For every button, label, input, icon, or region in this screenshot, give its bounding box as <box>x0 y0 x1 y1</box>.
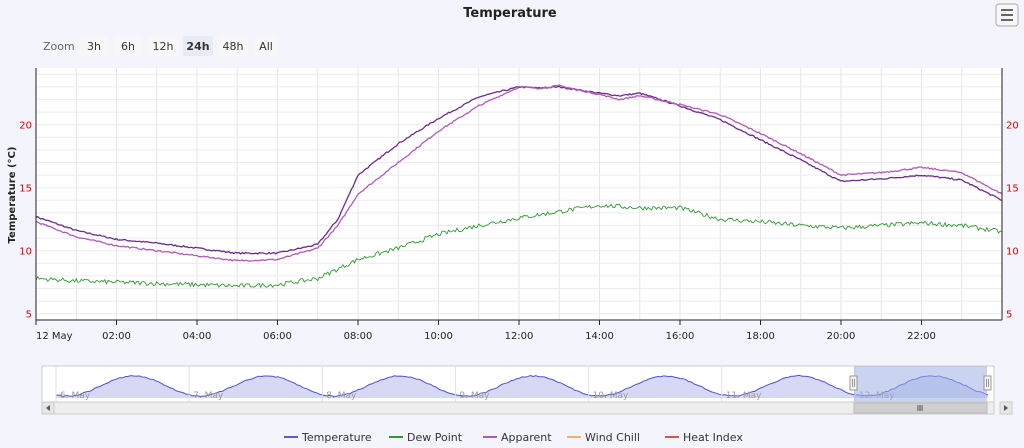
x-tick-label: 22:00 <box>907 331 936 342</box>
y-tick-label-right: 15 <box>1006 184 1019 195</box>
navigator-series-line <box>55 374 989 397</box>
y-axis-title: Temperature (°C) <box>7 147 18 244</box>
legend-label: Apparent <box>501 431 552 444</box>
navigator-day-label: 7. May <box>193 391 224 401</box>
zoom-button-label: 6h <box>121 40 135 53</box>
legend-item-apparent[interactable]: Apparent <box>483 431 552 444</box>
legend-label: Temperature <box>301 431 372 444</box>
legend-label: Dew Point <box>407 431 463 444</box>
legend-item-wind-chill[interactable]: Wind Chill <box>567 431 640 444</box>
y-tick-label-right: 10 <box>1006 247 1019 258</box>
legend-label: Heat Index <box>683 431 743 444</box>
x-tick-label: 08:00 <box>344 331 373 342</box>
x-tick-label: 04:00 <box>183 331 212 342</box>
x-tick-label: 12:00 <box>505 331 534 342</box>
zoom-button-3h[interactable]: 3h <box>80 36 108 56</box>
chevron-right-icon <box>1004 405 1008 411</box>
zoom-button-label: 12h <box>153 40 174 53</box>
y-tick-label-left: 10 <box>19 247 32 258</box>
legend: Temperature Dew Point Apparent Wind Chill He… <box>284 431 743 444</box>
hamburger-menu-icon <box>1001 9 1013 21</box>
x-tick-label: 12 May <box>36 331 73 342</box>
zoom-label: Zoom <box>43 40 75 53</box>
zoom-button-label: 24h <box>186 40 209 53</box>
y-tick-label-left: 5 <box>26 310 32 321</box>
series-line-dew-point <box>35 203 1003 289</box>
zoom-button-all[interactable]: All <box>254 36 278 56</box>
x-tick-labels: 12 May 02:00 04:00 06:00 08:00 10:00 12:00 14:0… <box>35 320 936 342</box>
legend-item-temperature[interactable]: Temperature <box>284 431 372 444</box>
x-tick-label: 18:00 <box>746 331 775 342</box>
menu-button[interactable] <box>995 3 1019 27</box>
navigator-day-label: 9. May <box>459 391 490 401</box>
zoom-button-12h[interactable]: 12h <box>148 36 178 56</box>
zoom-button-label: 48h <box>223 40 244 53</box>
x-tick-label: 14:00 <box>585 331 614 342</box>
navigator-day-label: 11. May <box>726 391 762 401</box>
chevron-left-icon <box>46 405 50 411</box>
series-group <box>35 84 1003 289</box>
plot-area <box>35 68 1003 321</box>
x-tick-label: 06:00 <box>263 331 292 342</box>
legend-item-dew-point[interactable]: Dew Point <box>389 431 463 444</box>
chart-title: Temperature <box>463 6 557 21</box>
zoom-button-24h[interactable]: 24h <box>183 36 213 56</box>
zoom-button-label: All <box>259 40 273 53</box>
zoom-button-6h[interactable]: 6h <box>114 36 142 56</box>
navigator-selection[interactable] <box>854 366 987 402</box>
x-tick-label: 20:00 <box>827 331 856 342</box>
zoom-buttons: 3h 6h 12h 24h 48h All <box>80 36 278 56</box>
navigator-day-label: 6. May <box>60 391 91 401</box>
navigator-scrollbar-track[interactable] <box>41 401 995 415</box>
legend-label: Wind Chill <box>585 431 640 444</box>
scroll-left-button[interactable] <box>41 401 55 415</box>
series-line-apparent <box>35 84 1003 262</box>
legend-item-heat-index[interactable]: Heat Index <box>665 431 743 444</box>
y-tick-label-left: 20 <box>19 121 32 132</box>
scroll-right-button[interactable] <box>999 401 1013 415</box>
grip-icon <box>917 405 923 411</box>
zoom-button-48h[interactable]: 48h <box>218 36 248 56</box>
x-tick-label: 10:00 <box>424 331 453 342</box>
y-tick-labels: 5 5 10 10 15 15 20 20 <box>19 121 1018 321</box>
y-tick-label-right: 5 <box>1006 310 1012 321</box>
navigator-handle-right[interactable] <box>983 375 992 391</box>
y-tick-label-left: 15 <box>19 184 32 195</box>
navigator-handle-left[interactable] <box>849 375 858 391</box>
zoom-button-label: 3h <box>87 40 101 53</box>
x-tick-label: 16:00 <box>666 331 695 342</box>
navigator-day-label: 8. May <box>326 391 357 401</box>
x-tick-label: 02:00 <box>102 331 131 342</box>
navigator-day-label: 10. May <box>593 391 629 401</box>
y-tick-label-right: 20 <box>1006 121 1019 132</box>
